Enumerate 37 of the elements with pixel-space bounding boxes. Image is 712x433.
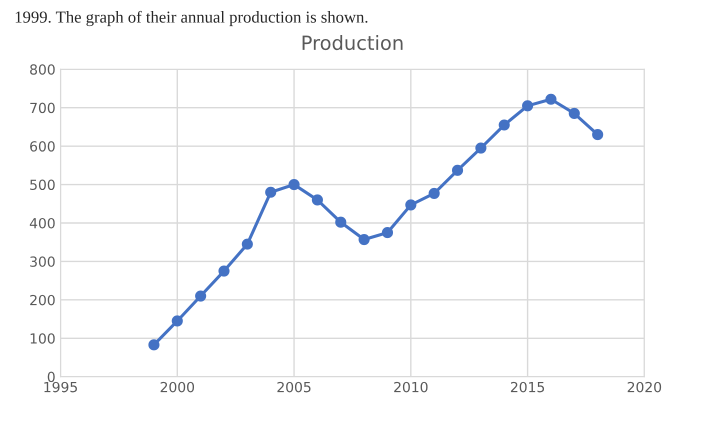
point bbox=[568, 108, 580, 120]
x-tick-label: 1995 bbox=[44, 382, 77, 392]
x-tick-label: 2000 bbox=[160, 382, 194, 392]
point bbox=[172, 315, 183, 327]
y-tick-label: 800 bbox=[30, 64, 55, 75]
y-tick-label: 0 bbox=[48, 372, 55, 382]
chart-title: Production bbox=[302, 35, 403, 50]
x-tick-label: 2010 bbox=[394, 382, 428, 392]
y-tick-label: 600 bbox=[30, 141, 55, 152]
text: 1999. The graph of their annual production is shown. bbox=[16, 10, 368, 26]
x-tick-label: 2005 bbox=[277, 382, 311, 392]
point bbox=[498, 119, 510, 131]
x-tick-label: 2015 bbox=[510, 382, 544, 392]
y-tick-label: 700 bbox=[30, 102, 55, 114]
point bbox=[522, 100, 534, 112]
y-tick-label: 100 bbox=[30, 333, 55, 344]
point bbox=[382, 227, 394, 238]
point bbox=[312, 194, 323, 206]
point bbox=[358, 234, 370, 246]
point bbox=[218, 265, 230, 277]
point bbox=[195, 290, 206, 302]
point bbox=[475, 142, 486, 154]
y-tick-label: 300 bbox=[30, 256, 55, 267]
point bbox=[288, 179, 300, 190]
point bbox=[335, 216, 346, 228]
point bbox=[545, 94, 556, 105]
y-tick-label: 200 bbox=[30, 294, 55, 306]
point bbox=[405, 199, 416, 210]
point bbox=[265, 186, 276, 198]
x-tick-label: 2020 bbox=[628, 382, 662, 392]
point bbox=[242, 238, 253, 250]
y-tick-label: 400 bbox=[30, 218, 55, 228]
point bbox=[428, 188, 440, 199]
y-tick-label: 500 bbox=[30, 180, 55, 190]
point bbox=[452, 164, 464, 176]
point bbox=[148, 339, 160, 350]
point bbox=[592, 129, 604, 140]
